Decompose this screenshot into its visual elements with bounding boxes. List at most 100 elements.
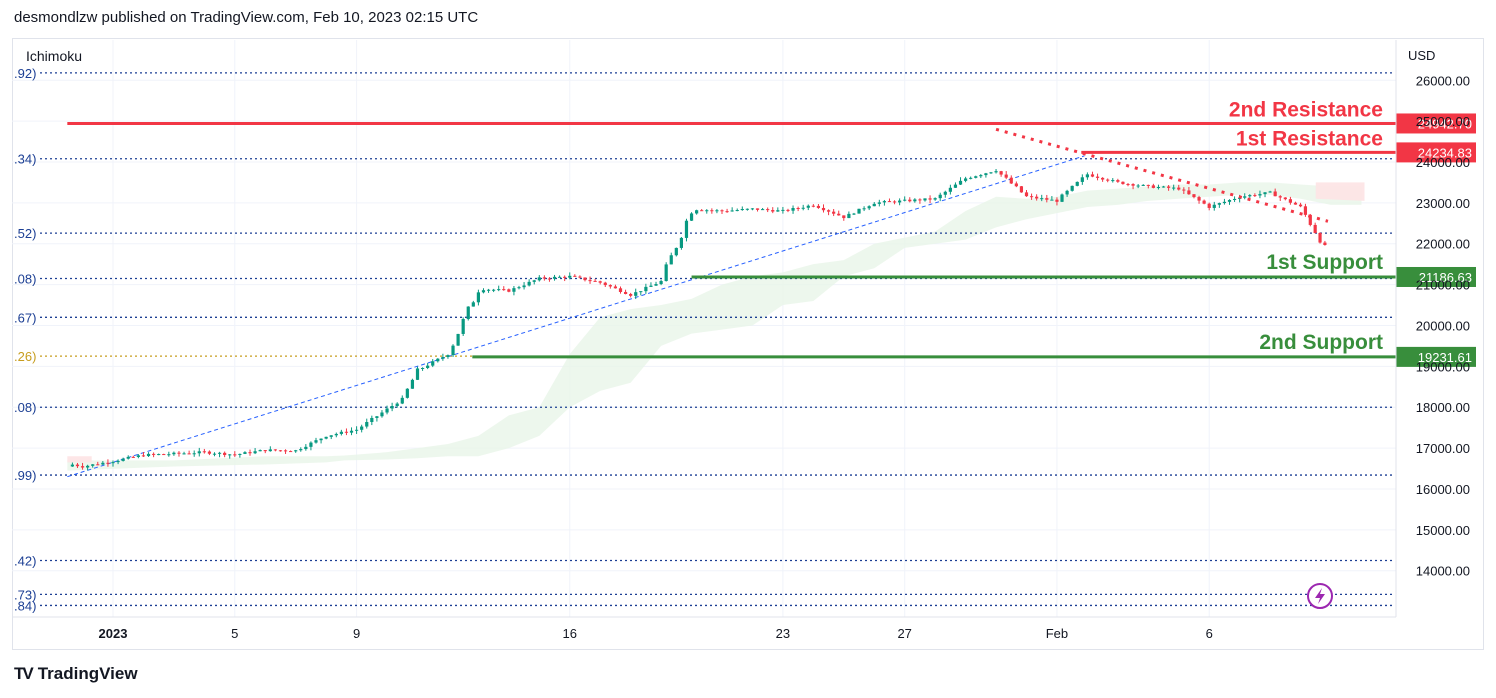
- price-axis-tag-label: 21186.63: [1419, 270, 1472, 285]
- candle-body: [243, 452, 247, 454]
- fib-level-label: .52): [14, 226, 36, 241]
- price-axis-tick-label: 19000.00: [1416, 359, 1470, 374]
- candle-body: [948, 187, 952, 192]
- candle-body: [1090, 174, 1095, 177]
- candle-body: [268, 449, 272, 452]
- candle-body: [1161, 186, 1166, 188]
- price-axis-tick-label: 26000.00: [1416, 73, 1470, 88]
- candle-body: [689, 213, 694, 221]
- fib-level-label: .99): [14, 468, 36, 483]
- candle-body: [319, 438, 323, 441]
- candle-body: [882, 201, 886, 203]
- candle-body: [872, 203, 876, 207]
- candle-body: [898, 200, 902, 203]
- candle-body: [131, 456, 135, 458]
- candle-body: [329, 435, 333, 437]
- candle-body: [111, 462, 115, 464]
- candle-body: [1151, 185, 1155, 188]
- candle-body: [192, 453, 196, 455]
- candle-body: [278, 450, 283, 452]
- candle-body: [253, 451, 257, 454]
- candle-body: [1014, 183, 1018, 187]
- candle-body: [1268, 191, 1272, 193]
- time-axis-tick-label: 23: [776, 626, 790, 641]
- candle-body: [375, 416, 379, 418]
- candle-body: [70, 464, 74, 467]
- candle-body: [811, 205, 815, 207]
- time-axis-tick-label: 9: [353, 626, 360, 641]
- candle-body: [263, 450, 267, 452]
- candle-body: [700, 210, 704, 212]
- candle-body: [1004, 174, 1008, 178]
- candle-body: [862, 208, 866, 210]
- candle-body: [573, 275, 577, 277]
- candle-body: [639, 291, 643, 293]
- candle-body: [512, 288, 516, 292]
- candle-body: [735, 210, 739, 212]
- candle-body: [654, 284, 658, 286]
- candle-body: [1202, 200, 1206, 204]
- candle-body: [182, 453, 186, 455]
- candle-body: [730, 210, 734, 212]
- price-axis-tick-label: 16000.00: [1416, 482, 1470, 497]
- candle-body: [750, 208, 755, 210]
- candle-body: [426, 365, 430, 368]
- price-axis-tick-label: 20000.00: [1416, 318, 1470, 333]
- fib-level-label: .67): [14, 310, 36, 325]
- candle-body: [669, 255, 673, 265]
- candle-body: [755, 208, 760, 210]
- candle-body: [486, 289, 491, 291]
- candle-body: [1019, 186, 1024, 193]
- candle-body: [1070, 185, 1074, 191]
- candle-body: [776, 210, 780, 212]
- price-axis-tag-label: 24942.70: [1418, 116, 1472, 131]
- candle-body: [207, 451, 212, 454]
- candle-body: [1035, 196, 1039, 199]
- price-axis-tag-label: 24234.83: [1418, 145, 1472, 160]
- candle-body: [1111, 180, 1115, 182]
- tradingview-logo-icon: TV: [14, 664, 34, 683]
- candle-body: [355, 429, 359, 431]
- candle-body: [162, 454, 166, 456]
- candle-body: [1172, 187, 1176, 189]
- tradingview-logo[interactable]: TV TradingView: [14, 664, 138, 684]
- candle-body: [1308, 214, 1312, 225]
- candle-body: [608, 285, 612, 287]
- candle-body: [461, 319, 465, 334]
- candle-body: [476, 292, 480, 303]
- candle-body: [1243, 196, 1247, 198]
- candle-body: [1217, 203, 1221, 205]
- fib-level-label: .34): [14, 152, 36, 167]
- candle-body: [969, 177, 973, 179]
- candle-body: [664, 264, 668, 282]
- published-by-line: desmondlzw published on TradingView.com,…: [14, 9, 479, 26]
- candle-body: [806, 205, 810, 208]
- candle-body: [725, 211, 729, 213]
- candle-body: [547, 278, 552, 280]
- candle-body: [994, 171, 998, 173]
- candle-body: [623, 291, 628, 295]
- candle-body: [598, 281, 602, 283]
- candle-body: [380, 412, 384, 417]
- candle-body: [238, 453, 242, 455]
- candle-body: [1055, 199, 1059, 202]
- candle-body: [248, 452, 252, 454]
- candle-body: [1116, 180, 1120, 182]
- candle-body: [283, 450, 288, 452]
- fib-level-label: .73): [14, 587, 36, 602]
- candle-body: [537, 277, 541, 281]
- candle-body: [126, 456, 130, 459]
- candle-body: [1263, 192, 1267, 195]
- candle-body: [984, 173, 988, 176]
- candle-body: [832, 211, 836, 214]
- candle-body: [1136, 185, 1140, 187]
- candle-body: [1126, 184, 1130, 186]
- candle-body: [1075, 181, 1079, 186]
- candle-body: [507, 289, 511, 292]
- lightning-icon[interactable]: [1307, 583, 1333, 609]
- candle-body: [634, 292, 638, 296]
- price-axis-tag: [1396, 113, 1476, 134]
- candle-body: [167, 454, 171, 456]
- time-axis-tick-label: 5: [231, 626, 238, 641]
